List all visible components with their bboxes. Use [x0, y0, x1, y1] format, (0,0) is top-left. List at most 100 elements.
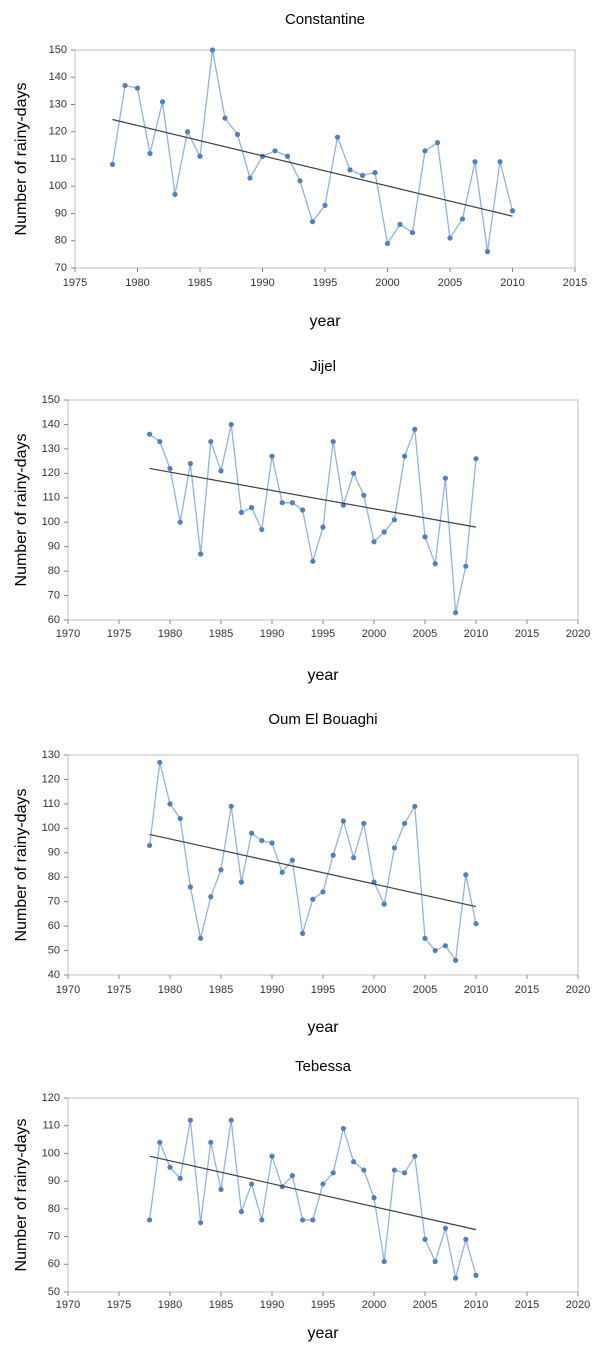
x-tick-label: 1980 [125, 277, 149, 289]
data-point [371, 1195, 377, 1201]
x-tick-label: 1990 [260, 1299, 284, 1311]
data-point [361, 820, 367, 827]
data-point [384, 240, 391, 247]
data-point [434, 140, 441, 146]
chart-title: Jijel [310, 358, 336, 375]
data-point [209, 47, 216, 53]
x-tick-label: 2010 [464, 984, 488, 996]
y-tick-label: 70 [48, 589, 60, 601]
y-axis-label: Number of rainy-days [13, 1119, 30, 1272]
data-point [272, 148, 278, 154]
y-tick-label: 120 [49, 126, 67, 138]
data-point [177, 1175, 183, 1181]
data-point [422, 935, 428, 941]
data-point [198, 935, 204, 941]
y-tick-label: 90 [48, 541, 60, 553]
data-point [347, 167, 353, 173]
data-point [197, 153, 203, 159]
y-tick-label: 100 [42, 516, 60, 528]
x-tick-label: 1980 [158, 1299, 182, 1311]
x-tick-label: 1970 [56, 628, 80, 640]
x-tick-label: 2005 [413, 984, 437, 996]
data-point [147, 431, 153, 437]
x-tick-label: 1985 [209, 984, 233, 996]
data-point [422, 148, 428, 154]
data-point [269, 1153, 275, 1159]
data-point [259, 526, 265, 533]
x-tick-label: 1980 [158, 984, 182, 996]
data-point [310, 1217, 316, 1223]
x-tick-label: 1995 [311, 628, 335, 640]
x-tick-label: 1985 [209, 1299, 233, 1311]
data-point [159, 99, 166, 105]
y-tick-label: 80 [48, 1203, 60, 1215]
data-point [509, 208, 516, 214]
x-tick-label: 2015 [515, 628, 539, 640]
y-tick-label: 80 [48, 565, 60, 577]
data-point [187, 884, 193, 890]
data-point [473, 921, 479, 927]
x-tick-label: 1995 [313, 277, 337, 289]
data-point [167, 465, 173, 472]
x-tick-label: 1975 [107, 1299, 131, 1311]
data-line [148, 762, 477, 963]
x-tick-label: 2020 [566, 984, 590, 996]
y-axis-label: Number of rainy-days [13, 83, 30, 236]
data-point [222, 115, 228, 121]
data-point [297, 178, 303, 184]
data-point [453, 957, 459, 963]
x-tick-label: 2015 [515, 1299, 539, 1311]
y-tick-label: 110 [42, 1120, 60, 1132]
data-point [259, 837, 265, 844]
y-tick-label: 130 [42, 443, 60, 455]
x-tick-label: 2020 [566, 628, 590, 640]
data-point [208, 1139, 214, 1145]
y-tick-label: 80 [55, 235, 67, 247]
x-tick-label: 2005 [413, 1299, 437, 1311]
data-line [148, 1120, 477, 1279]
x-tick-label: 1975 [107, 628, 131, 640]
data-point [432, 561, 438, 567]
data-point [228, 421, 234, 428]
x-tick-label: 1995 [311, 1299, 335, 1311]
y-tick-label: 80 [48, 871, 60, 883]
data-point [381, 901, 387, 907]
data-point [259, 1217, 265, 1223]
data-point [218, 867, 224, 873]
y-tick-label: 130 [42, 749, 60, 761]
trend-line [149, 833, 477, 908]
data-point [177, 519, 183, 525]
y-tick-label: 50 [48, 944, 60, 956]
data-point [177, 815, 183, 822]
plot-frame [67, 399, 579, 621]
data-point [218, 1186, 224, 1193]
x-tick-label: 2015 [515, 984, 539, 996]
y-tick-label: 110 [42, 492, 60, 504]
data-point [249, 1181, 255, 1187]
data-point [300, 1217, 306, 1223]
y-axis-label: Number of rainy-days [13, 434, 30, 587]
x-axis-label: year [307, 1019, 339, 1036]
x-tick-label: 1990 [260, 628, 284, 640]
data-point [157, 759, 163, 765]
x-tick-label: 2000 [362, 628, 386, 640]
data-point [109, 161, 116, 168]
data-point [340, 818, 346, 824]
data-point [371, 539, 377, 545]
data-point [198, 1220, 204, 1226]
y-tick-label: 110 [49, 153, 67, 165]
data-point [249, 830, 255, 836]
data-point [300, 930, 306, 937]
y-tick-label: 60 [48, 614, 60, 626]
x-tick-label: 2020 [566, 1299, 590, 1311]
trend-line [112, 118, 513, 217]
data-point [157, 1139, 163, 1145]
data-point [412, 1153, 418, 1159]
y-tick-label: 120 [42, 773, 60, 785]
y-axis-label: Number of rainy-days [13, 789, 30, 942]
data-point [442, 1225, 448, 1231]
data-point [381, 1258, 387, 1265]
data-point [167, 1164, 173, 1170]
data-point [147, 842, 153, 849]
y-tick-label: 120 [42, 467, 60, 479]
